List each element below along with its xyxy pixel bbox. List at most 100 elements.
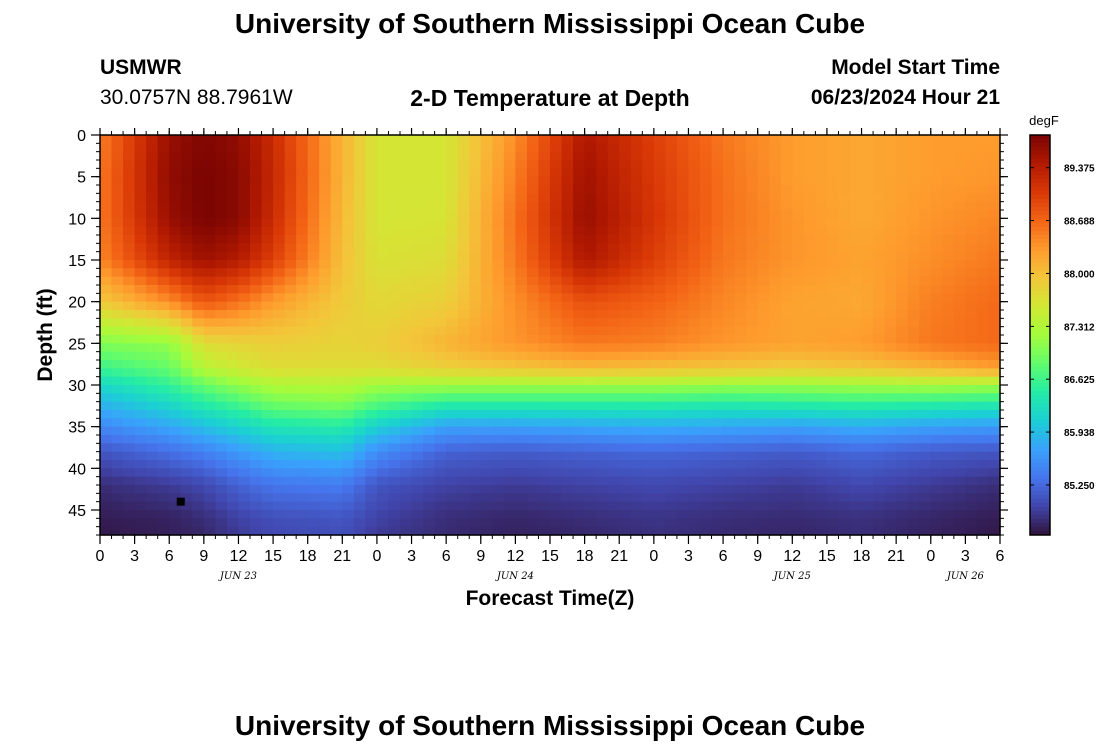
heatmap-cell (100, 210, 113, 219)
heatmap-cell (538, 418, 551, 428)
heatmap-cell (180, 176, 193, 186)
heatmap-cell (296, 210, 309, 219)
heatmap-cell (273, 501, 286, 511)
heatmap-cell (469, 310, 482, 319)
heatmap-cell (400, 493, 413, 503)
heatmap-cell (953, 426, 966, 436)
heatmap-cell (815, 218, 828, 228)
heatmap-cell (688, 335, 701, 344)
heatmap-cell (757, 293, 770, 303)
heatmap-cell (780, 218, 793, 228)
heatmap-cell (653, 351, 666, 361)
heatmap-cell (376, 318, 390, 328)
heatmap-cell (757, 460, 770, 469)
heatmap-cell (792, 485, 805, 494)
heatmap-cell (526, 443, 540, 453)
heatmap-cell (330, 510, 343, 519)
heatmap-cell (942, 368, 955, 378)
heatmap-cell (873, 401, 886, 411)
heatmap-cell (446, 251, 459, 261)
heatmap-cell (976, 351, 990, 361)
heatmap-cell (100, 268, 113, 278)
heatmap-cell (596, 435, 609, 444)
heatmap-cell (111, 210, 124, 219)
heatmap-cell (226, 426, 240, 436)
heatmap-cell (515, 435, 528, 444)
heatmap-cell (803, 526, 816, 536)
heatmap-cell (480, 235, 493, 244)
heatmap-cell (480, 285, 493, 294)
heatmap-cell (330, 376, 343, 386)
heatmap-cell (723, 335, 736, 344)
heatmap-cell (884, 343, 897, 353)
heatmap-cell (734, 426, 747, 436)
heatmap-cell (134, 218, 147, 228)
heatmap-cell (515, 143, 528, 153)
heatmap-cell (238, 485, 251, 494)
heatmap-cell (307, 310, 320, 319)
heatmap-cell (930, 501, 943, 511)
heatmap-cell (734, 243, 747, 253)
heatmap-cell (884, 160, 897, 169)
heatmap-cell (953, 510, 966, 519)
heatmap-cell (573, 476, 586, 486)
heatmap-cell (757, 468, 770, 478)
heatmap-cell (203, 451, 216, 461)
heatmap-cell (411, 401, 424, 411)
heatmap-cell (711, 210, 724, 219)
heatmap-cell (307, 451, 320, 461)
heatmap-cell (100, 343, 113, 353)
heatmap-cell (469, 393, 482, 403)
heatmap-cell (100, 176, 113, 186)
heatmap-cell (665, 318, 678, 328)
heatmap-cell (169, 185, 182, 194)
heatmap-cell (180, 368, 193, 378)
heatmap-cell (803, 160, 816, 169)
heatmap-cell (469, 368, 482, 378)
heatmap-cell (780, 343, 793, 353)
colorbar-swatch (1030, 255, 1050, 260)
heatmap-cell (769, 476, 782, 486)
heatmap-cell (711, 343, 724, 353)
heatmap-cell (157, 326, 170, 336)
heatmap-cell (734, 451, 747, 461)
heatmap-cell (157, 251, 170, 261)
heatmap-cell (619, 135, 632, 144)
heatmap-cell (676, 376, 690, 386)
heatmap-cell (446, 426, 459, 436)
heatmap-cell (873, 426, 886, 436)
heatmap-cell (215, 385, 228, 394)
heatmap-cell (688, 151, 701, 161)
heatmap-cell (284, 335, 297, 344)
heatmap-cell (100, 435, 113, 444)
heatmap-cell (850, 185, 863, 194)
heatmap-cell (746, 326, 759, 336)
heatmap-cell (446, 160, 459, 169)
heatmap-cell (480, 151, 493, 161)
heatmap-cell (584, 485, 597, 494)
heatmap-cell (757, 135, 770, 144)
heatmap-cell (584, 385, 597, 394)
heatmap-cell (573, 218, 586, 228)
heatmap-cell (215, 460, 228, 469)
heatmap-cell (919, 285, 932, 294)
heatmap-cell (607, 518, 620, 528)
heatmap-cell (953, 460, 966, 469)
heatmap-cell (561, 468, 574, 478)
heatmap-cell (746, 401, 759, 411)
heatmap-cell (423, 293, 436, 303)
heatmap-cell (896, 160, 909, 169)
heatmap-cell (976, 201, 990, 211)
heatmap-cell (953, 276, 966, 286)
heatmap-cell (492, 510, 505, 519)
heatmap-cell (873, 443, 886, 453)
heatmap-cell (850, 401, 863, 411)
heatmap-cell (596, 468, 609, 478)
heatmap-cell (365, 135, 378, 144)
heatmap-cell (434, 493, 447, 503)
heatmap-cell (930, 151, 943, 161)
heatmap-cell (988, 143, 1001, 153)
heatmap-cell (780, 468, 793, 478)
heatmap-cell (457, 193, 470, 203)
heatmap-cell (319, 293, 332, 303)
